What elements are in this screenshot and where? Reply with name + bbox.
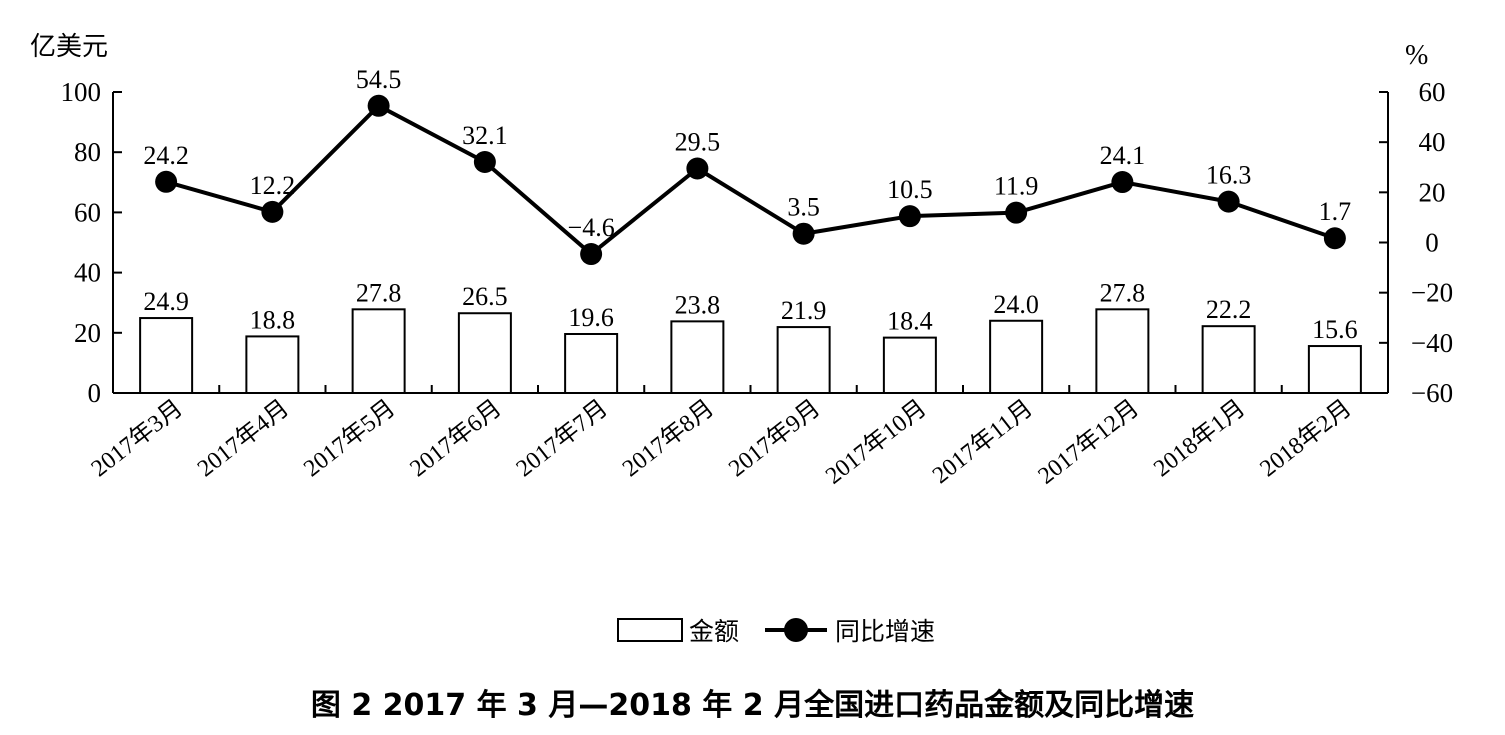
growth-value-label: 11.9 — [994, 172, 1039, 201]
growth-value-label: 54.5 — [356, 65, 402, 94]
growth-value-label: 12.2 — [250, 171, 296, 200]
bar-value-label: 23.8 — [675, 290, 721, 319]
bar — [351, 308, 406, 394]
bar — [139, 317, 194, 394]
bar — [882, 336, 937, 394]
right-tick-label: −60 — [1411, 378, 1453, 408]
x-tick-label: 2017年3月 — [86, 394, 188, 482]
figure-caption: 图 2 2017 年 3 月—2018 年 2 月全国进口药品金额及同比增速 — [310, 688, 1195, 723]
right-tick-label: −20 — [1411, 278, 1453, 308]
left-tick-label: 100 — [61, 77, 102, 107]
bar — [1307, 345, 1362, 395]
growth-point — [1323, 227, 1346, 250]
right-tick-label: 40 — [1419, 127, 1446, 157]
bar — [989, 319, 1044, 395]
growth-point — [1005, 201, 1028, 224]
growth-point — [473, 150, 496, 173]
legend-bar-swatch — [617, 618, 683, 642]
growth-value-label: 24.2 — [143, 141, 189, 170]
legend: 金额 同比增速 — [617, 612, 935, 648]
left-axis-unit: 亿美元 — [30, 32, 109, 62]
growth-line — [165, 103, 1336, 257]
x-tick-label: 2017年9月 — [724, 394, 826, 482]
right-axis-unit: % — [1405, 40, 1429, 71]
growth-value-label: 10.5 — [887, 175, 933, 204]
bar-value-label: 19.6 — [568, 303, 614, 332]
growth-point — [580, 243, 603, 266]
growth-value-label: −4.6 — [568, 213, 615, 242]
growth-point — [155, 170, 178, 193]
growth-value-label: 1.7 — [1319, 197, 1352, 226]
growth-value-label: 3.5 — [787, 193, 820, 222]
bar-value-label: 24.9 — [143, 287, 189, 316]
bar-value-label: 18.8 — [250, 305, 296, 334]
growth-point — [1217, 190, 1240, 213]
x-tick-label: 2018年1月 — [1149, 394, 1251, 482]
left-tick-label: 60 — [74, 197, 101, 227]
growth-value-label: 29.5 — [675, 128, 721, 157]
bar — [1201, 325, 1256, 395]
bar-value-label: 21.9 — [781, 296, 827, 325]
bar — [776, 326, 831, 394]
x-tick-label: 2018年2月 — [1255, 394, 1357, 482]
legend-line-label: 同比增速 — [835, 617, 936, 646]
x-tick-label: 2017年4月 — [192, 394, 294, 482]
growth-value-label: 16.3 — [1206, 161, 1252, 190]
growth-point — [1111, 171, 1134, 194]
bar — [670, 320, 725, 394]
bar-value-label: 24.0 — [993, 290, 1039, 319]
bar-value-label: 27.8 — [356, 278, 402, 307]
bar-value-label: 27.8 — [1100, 278, 1146, 307]
bar — [245, 335, 300, 394]
bar-value-label: 18.4 — [887, 307, 933, 336]
bar — [1095, 308, 1150, 394]
right-tick-label: −40 — [1411, 328, 1453, 358]
x-tick-label: 2017年12月 — [1033, 394, 1144, 489]
x-tick-label: 2017年6月 — [405, 394, 507, 482]
bar-value-label: 15.6 — [1312, 315, 1358, 344]
left-tick-label: 20 — [74, 318, 101, 348]
x-tick-label: 2017年10月 — [820, 394, 931, 489]
growth-point — [898, 205, 921, 228]
growth-value-label: 32.1 — [462, 121, 508, 150]
bar-value-label: 26.5 — [462, 282, 508, 311]
x-tick-label: 2017年11月 — [927, 394, 1037, 489]
chart: 0 20 40 60 80 100 −60 −40 −20 0 20 40 60 24.9 18.8 27.8… — [61, 65, 1454, 490]
right-tick-label: 60 — [1419, 77, 1446, 107]
left-tick-label: 0 — [88, 378, 102, 408]
left-tick-label: 40 — [74, 258, 101, 288]
legend-line-swatch — [765, 618, 828, 642]
x-tick-label: 2017年7月 — [511, 394, 613, 482]
legend-bar-label: 金额 — [689, 617, 740, 646]
x-tick-label: 2017年5月 — [299, 394, 401, 482]
growth-point — [686, 157, 709, 180]
growth-point — [792, 222, 815, 245]
growth-point — [261, 200, 284, 223]
growth-value-label: 24.1 — [1100, 141, 1146, 170]
right-tick-label: 20 — [1419, 177, 1446, 207]
growth-point — [367, 94, 390, 117]
bar — [564, 333, 619, 394]
left-tick-label: 80 — [74, 137, 101, 167]
x-tick-label: 2017年8月 — [617, 394, 719, 482]
bar-value-label: 22.2 — [1206, 295, 1252, 324]
right-tick-label: 0 — [1425, 228, 1439, 258]
bar — [457, 312, 512, 394]
